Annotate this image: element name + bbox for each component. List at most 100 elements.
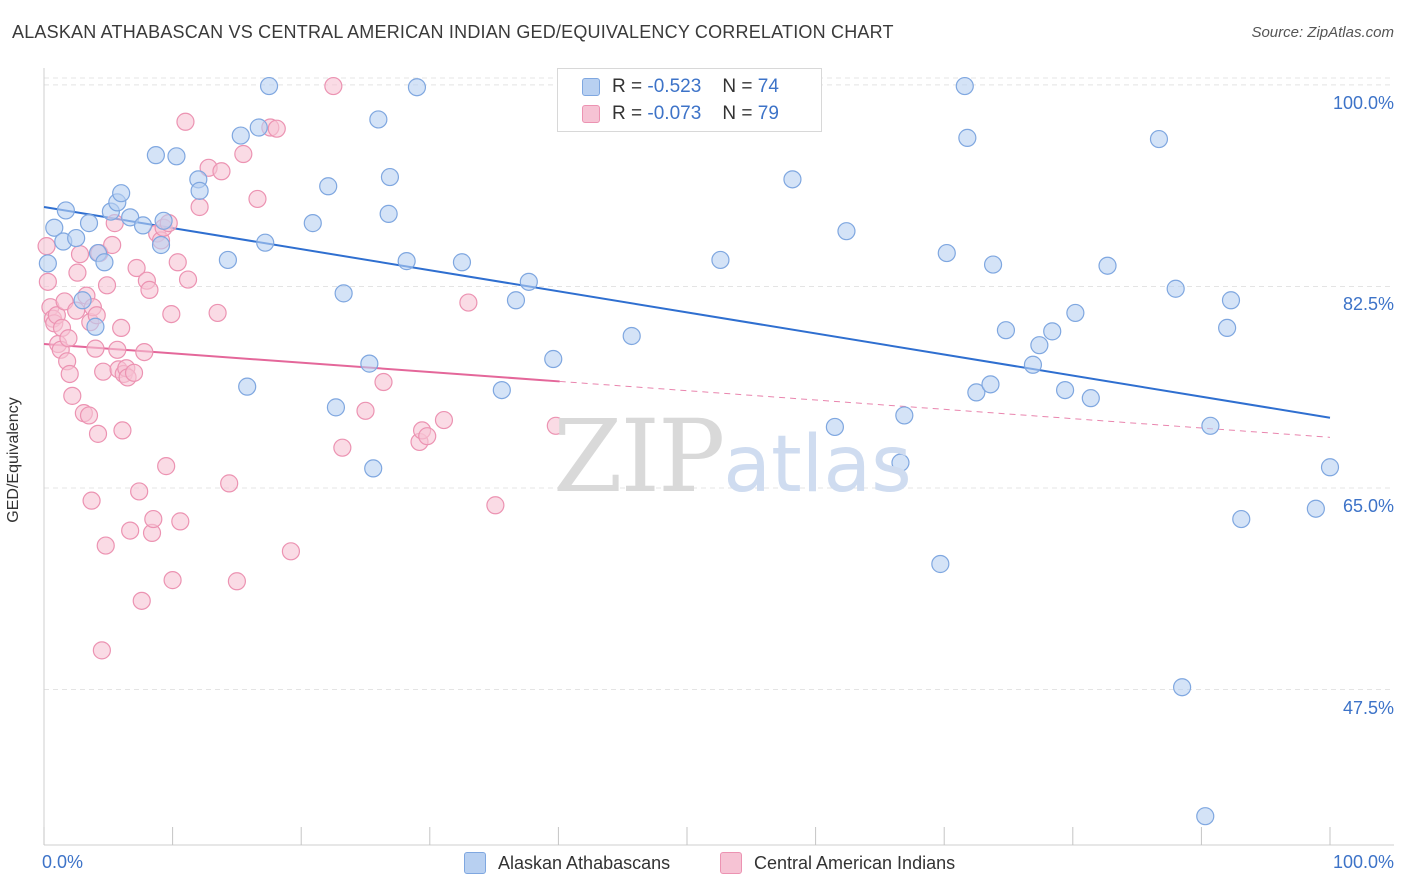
central-american-indians-point (70, 245, 90, 264)
alaskan-athabascans-point (231, 126, 250, 145)
alaskan-athabascans-point (1055, 380, 1075, 400)
y-tick-label: 100.0% (1332, 92, 1394, 113)
alaskan-athabascans-point (334, 284, 353, 303)
central-american-indians-point (374, 372, 393, 392)
alaskan-athabascans-point (1218, 318, 1237, 338)
alaskan-athabascans-point (895, 406, 914, 425)
source-credit: Source: ZipAtlas.com (1251, 24, 1394, 41)
central-american-indians-point (130, 482, 149, 501)
alaskan-athabascans-point (825, 417, 844, 437)
central-american-indians-point (135, 342, 154, 362)
alaskan-athabascans-point (379, 204, 398, 223)
alaskan-athabascans-point (133, 216, 153, 235)
alaskan-athabascans-point (967, 383, 986, 402)
central-american-indians-point (248, 189, 267, 209)
y-tick-label: 82.5% (1342, 294, 1394, 315)
central-american-indians-point (112, 318, 131, 338)
alaskan-athabascans-point (711, 250, 730, 270)
alaskan-athabascans-point (1098, 256, 1117, 275)
alaskan-athabascans-point (1320, 458, 1340, 477)
alaskan-athabascans-point (1232, 509, 1251, 529)
correlation-legend: R = -0.523 N = 74 R = -0.073 N = 79 (557, 68, 822, 132)
central-american-indians-point (121, 521, 140, 540)
watermark-atlas: atlas (723, 420, 912, 510)
alaskan-athabascans-point (1043, 322, 1062, 341)
alaskan-athabascans-point (167, 147, 186, 166)
central-american-indians-point (267, 119, 286, 138)
alaskan-athabascans-point (931, 554, 950, 574)
alaskan-athabascans-point (1149, 129, 1169, 149)
legend-row-blue: R = -0.523 N = 74 (582, 75, 779, 99)
y-tick-label: 47.5% (1342, 697, 1394, 718)
alaskan-athabascans-point (1166, 279, 1185, 298)
alaskan-athabascans-point (1030, 336, 1049, 355)
alaskan-athabascans-point (937, 243, 956, 263)
central-american-indians-point (88, 424, 108, 443)
central-american-indians-point (178, 270, 198, 289)
alaskan-athabascans-point (319, 177, 338, 196)
alaskan-athabascans-point (95, 253, 114, 272)
central-american-indians-point (59, 329, 78, 348)
alaskan-athabascans-point (981, 375, 1000, 394)
central-american-indians-point (418, 427, 437, 446)
central-american-indians-point (157, 457, 176, 476)
y-tick-label: 65.0% (1342, 495, 1394, 516)
alaskan-athabascans-point (1196, 807, 1215, 826)
axes (43, 68, 1394, 846)
alaskan-athabascans-point (1306, 499, 1325, 518)
alaskan-athabascans-point (45, 218, 64, 237)
series-swatch-blue (464, 852, 486, 874)
central-american-indians-point (63, 386, 82, 405)
trend-line-solid-0 (43, 205, 1331, 419)
legend-r-label: R = (612, 76, 643, 97)
y-axis-label: GED/Equivalency (5, 397, 22, 523)
central-american-indians-point (163, 571, 182, 590)
legend-r-value-blue: -0.523 (647, 76, 702, 97)
alaskan-athabascans-point (238, 377, 257, 396)
central-american-indians-point (127, 258, 146, 278)
chart-title: ALASKAN ATHABASCAN VS CENTRAL AMERICAN I… (12, 22, 894, 42)
alaskan-athabascans-point (121, 208, 140, 227)
legend-r-label: R = (612, 103, 643, 124)
alaskan-athabascans-point (73, 291, 92, 310)
central-american-indians-point (176, 112, 195, 131)
central-american-indians-point (96, 536, 115, 555)
alaskan-athabascans-point (218, 250, 237, 270)
alaskan-athabascans-point (1173, 678, 1192, 697)
central-american-indians-point (38, 272, 57, 291)
series-name-pink: Central American Indians (754, 852, 956, 873)
alaskan-athabascans-point (544, 349, 563, 369)
alaskan-athabascans-point (326, 398, 346, 417)
alaskan-athabascans-point (407, 78, 427, 97)
alaskan-athabascans-point (303, 214, 322, 233)
central-american-indians-point (144, 509, 163, 529)
central-american-indians-point (220, 474, 239, 493)
alaskan-athabascans-point (151, 235, 171, 255)
central-american-indians-point (82, 491, 101, 510)
central-american-indians-point (227, 572, 246, 591)
central-american-indians-point (124, 363, 144, 382)
central-american-indians-point (108, 340, 127, 359)
central-american-indians-point (333, 438, 352, 457)
x-tick-label-max: 100.0% (1332, 852, 1394, 872)
legend-n-label: N = (722, 103, 753, 124)
central-american-indians-point (486, 496, 505, 515)
central-american-indians-point (97, 276, 117, 295)
central-american-indians-point (234, 144, 253, 164)
alaskan-athabascans-point (259, 76, 279, 96)
central-american-indians-point (459, 293, 478, 312)
series-legend-blue: Alaskan Athabascans (464, 852, 670, 874)
alaskan-athabascans-point (492, 380, 511, 400)
alaskan-athabascans-point (397, 252, 416, 271)
legend-n-value-blue: 74 (757, 76, 779, 97)
alaskan-athabascans-point (380, 167, 400, 187)
alaskan-athabascans-point (1081, 389, 1100, 408)
alaskan-athabascans-point (506, 291, 526, 310)
alaskan-athabascans-point (38, 254, 57, 273)
alaskan-athabascans-point (67, 228, 86, 248)
alaskan-athabascans-point (360, 354, 379, 373)
alaskan-athabascans-point (891, 453, 910, 472)
zipatlas-watermark: ZIPatlas (553, 398, 912, 515)
alaskan-athabascans-point (79, 214, 99, 233)
